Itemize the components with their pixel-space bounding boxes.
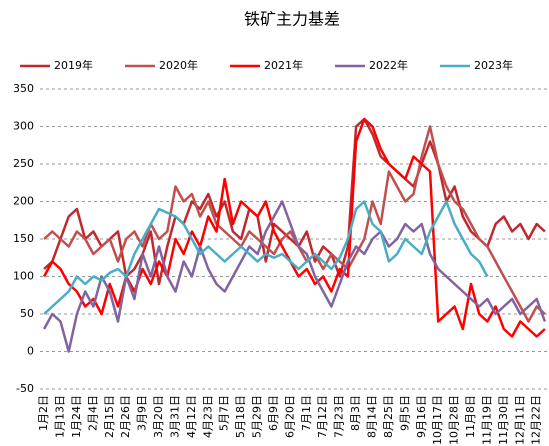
legend-label: 2019年 <box>54 58 93 72</box>
x-tick-label: 2月26日 <box>119 395 132 438</box>
x-tick-label: 8月25日 <box>382 395 395 438</box>
x-tick-label: 2月4日 <box>86 395 99 431</box>
x-tick-label: 4月12日 <box>185 395 198 438</box>
x-tick-label: 6月20日 <box>283 395 296 438</box>
x-tick-label: 9月16日 <box>415 395 428 438</box>
y-tick-label: 0 <box>27 345 34 358</box>
legend-label: 2022年 <box>369 58 408 72</box>
x-tick-label: 7月23日 <box>333 395 346 438</box>
x-tick-label: 3月9日 <box>136 395 149 431</box>
y-tick-label: 250 <box>13 157 34 170</box>
y-tick-label: -50 <box>16 382 34 395</box>
x-tick-label: 8月14日 <box>365 395 378 438</box>
x-tick-label: 9月5日 <box>398 395 411 431</box>
x-tick-label: 10月17日 <box>431 395 444 445</box>
x-tick-label: 11月30日 <box>497 395 510 445</box>
legend-label: 2021年 <box>264 58 303 72</box>
chart-title: 铁矿主力基差 <box>244 10 340 29</box>
y-tick-label: 50 <box>20 307 34 320</box>
legend-label: 2020年 <box>159 58 198 72</box>
y-tick-label: 350 <box>13 82 34 95</box>
x-tick-label: 11月19日 <box>480 395 493 445</box>
x-tick-label: 7月12日 <box>316 395 329 438</box>
x-tick-label: 2月15日 <box>103 395 116 438</box>
y-tick-label: 100 <box>13 270 34 283</box>
x-tick-label: 8月3日 <box>349 395 362 431</box>
x-tick-label: 3月31日 <box>168 395 181 438</box>
y-tick-label: 200 <box>13 195 34 208</box>
series-line <box>43 200 489 315</box>
x-tick-label: 4月23日 <box>201 395 214 438</box>
x-tick-label: 7月1日 <box>300 395 313 431</box>
x-tick-label: 11月8日 <box>464 395 477 438</box>
x-tick-label: 1月13日 <box>54 395 67 438</box>
x-tick-label: 1月2日 <box>37 395 50 431</box>
x-tick-label: 5月29日 <box>251 395 264 438</box>
y-tick-label: 150 <box>13 232 34 245</box>
series-line <box>43 200 547 353</box>
x-tick-label: 5月18日 <box>234 395 247 438</box>
x-tick-label: 1月24日 <box>70 395 83 438</box>
legend-label: 2023年 <box>474 58 513 72</box>
series-line <box>43 125 546 323</box>
x-tick-label: 3月20日 <box>152 395 165 438</box>
x-tick-label: 12月22日 <box>530 395 543 445</box>
x-tick-label: 12月11日 <box>513 395 526 445</box>
x-tick-label: 5月7日 <box>218 395 231 431</box>
x-tick-label: 10月28日 <box>448 395 461 445</box>
y-tick-label: 300 <box>13 120 34 133</box>
x-tick-label: 6月9日 <box>267 395 280 431</box>
